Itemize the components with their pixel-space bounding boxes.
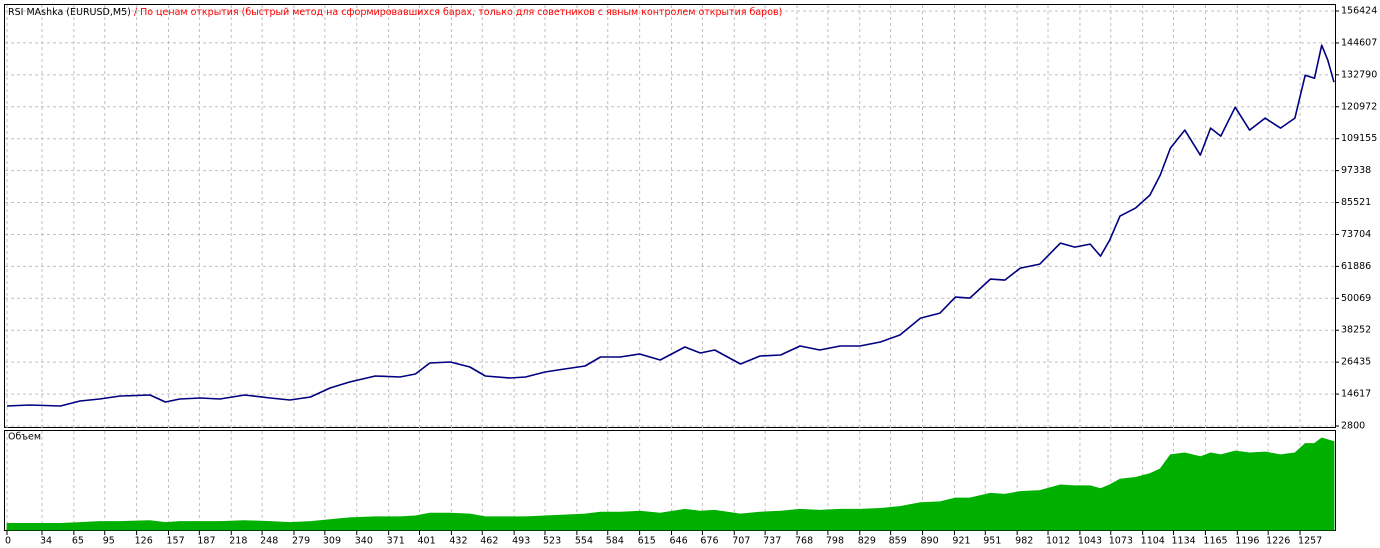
x-tick-label: 859 [889,536,907,547]
x-tick-label: 432 [449,536,467,547]
x-tick-label: 646 [670,536,688,547]
y-tick-label: 85521 [1341,197,1371,208]
y-tick-label: 97338 [1341,165,1371,176]
x-tick-label: 707 [732,536,750,547]
x-tick-label: 1012 [1046,536,1070,547]
x-tick-label: 493 [512,536,530,547]
panel-label: Объем [8,432,41,443]
x-tick-label: 309 [323,536,341,547]
y-tick-label: 73704 [1341,229,1371,240]
y-tick-label: 144607 [1341,37,1377,48]
x-tick-label: 1165 [1203,536,1227,547]
x-tick-label: 1226 [1266,536,1290,547]
x-tick-label: 951 [983,536,1001,547]
x-tick-label: 248 [260,536,278,547]
marks [6,44,1335,531]
y-tick-label: 120972 [1341,101,1377,112]
y-tick-label: 61886 [1341,261,1371,272]
x-tick-label: 982 [1015,536,1033,547]
x-tick-label: 829 [858,536,876,547]
x-tick-label: 1134 [1172,536,1196,547]
x-tick-label: 1257 [1298,536,1322,547]
x-tick-label: 921 [952,536,970,547]
balance-line [6,44,1335,407]
x-tick-label: 34 [40,536,52,547]
y-tick-label: 109155 [1341,133,1377,144]
y-tick-label: 38252 [1341,325,1371,336]
y-tick-label: 156424 [1341,6,1377,17]
x-tick-label: 737 [763,536,781,547]
x-tick-label: 65 [72,536,84,547]
y-tick-label: 132790 [1341,69,1377,80]
y-tick-label: 26435 [1341,357,1371,368]
x-tick-label: 798 [826,536,844,547]
x-tick-label: 1104 [1141,536,1165,547]
x-tick-label: 0 [5,536,11,547]
chart-title: RSI MAshka (EURUSD,M5) / По ценам открыт… [8,7,782,18]
x-tick-label: 1043 [1078,536,1102,547]
subtitle: / По ценам открытия (быстрый метод на сф… [134,7,782,18]
x-tick-label: 554 [575,536,593,547]
x-tick-label: 676 [700,536,718,547]
x-tick-label: 1073 [1109,536,1133,547]
y-tick-label: 2800 [1341,421,1365,432]
volume-area [6,437,1335,531]
x-tick-label: 340 [355,536,373,547]
y-tick-label: 50069 [1341,293,1371,304]
x-tick-label: 615 [638,536,656,547]
x-tick-label: 279 [292,536,310,547]
main-panel [4,4,1336,428]
x-tick-label: 187 [197,536,215,547]
x-tick-label: 1196 [1235,536,1259,547]
x-tick-label: 371 [387,536,405,547]
x-tick-label: 462 [480,536,498,547]
x-tick-label: 401 [418,536,436,547]
x-tick-label: 126 [135,536,153,547]
x-tick-label: 523 [543,536,561,547]
x-tick-label: 157 [167,536,185,547]
x-tick-label: 890 [921,536,939,547]
x-tick-label: 95 [103,536,115,547]
x-tick-label: 768 [795,536,813,547]
title: RSI MAshka (EURUSD,M5) [8,7,131,18]
y-tick-label: 14617 [1341,389,1371,400]
x-tick-label: 218 [229,536,247,547]
x-tick-label: 584 [606,536,624,547]
grid [5,5,1335,530]
